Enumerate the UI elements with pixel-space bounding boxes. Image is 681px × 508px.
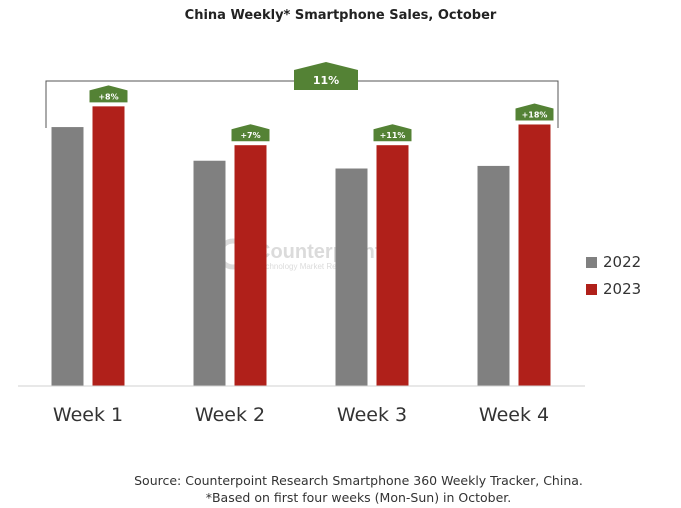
growth-badge-week-1 [89,85,128,103]
bar-2023-week-4 [518,124,551,386]
growth-label-week-2: +7% [240,131,260,140]
legend-label-2023: 2023 [603,280,642,298]
x-tick-label: Week 3 [337,404,407,426]
bar-2022-week-3 [335,168,368,386]
x-tick-label: Week 2 [195,404,265,426]
x-tick-label: Week 4 [479,404,549,426]
bar-2023-week-1 [92,106,125,386]
growth-label-week-4: +18% [522,110,548,119]
bar-2022-week-2 [193,160,226,386]
total-growth-bracket: 11% [45,62,559,128]
growth-badge-week-3 [373,124,412,142]
growth-label-week-3: +11% [380,131,406,140]
growth-badge-week-2 [231,124,270,142]
growth-badge-week-4 [515,103,554,121]
legend-swatch-2022 [586,256,597,268]
source-text: Source: Counterpoint Research Smartphone… [134,473,583,488]
legend-item-2023: 2023 [586,280,641,298]
bar-2023-week-3 [376,145,409,386]
x-tick-labels: Week 1 Week 2 Week 3 Week 4 [53,404,549,426]
growth-label-week-1: +8% [98,92,118,101]
footnote-text: *Based on first four weeks (Mon-Sun) in … [205,490,512,505]
bar-2022-week-1 [51,127,84,387]
x-tick-label: Week 1 [53,404,123,426]
bar-2022-week-4 [477,165,510,386]
watermark-tagline: Technology Market Research [257,262,361,271]
legend-item-2022: 2022 [586,253,641,271]
total-growth-label: 11% [313,74,339,87]
total-growth-badge [294,62,358,90]
chart-title: China Weekly* Smartphone Sales, October [184,8,497,23]
bar-2023-week-2 [234,145,267,386]
legend-label-2022: 2022 [603,253,642,271]
legend-swatch-2023 [586,283,597,295]
bars: +8% +7% +11% +18% [51,85,554,387]
